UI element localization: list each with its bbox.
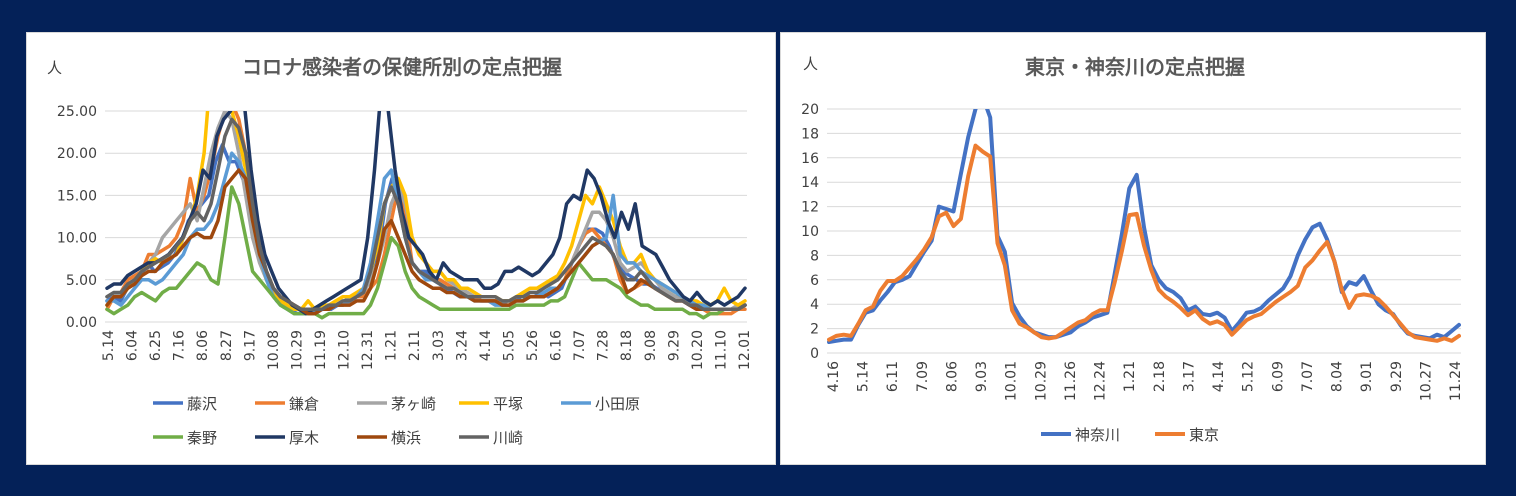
y-tick-label: 6: [810, 273, 819, 289]
y-tick-label: 20.00: [57, 146, 97, 162]
y-tick-label: 0.00: [66, 315, 97, 331]
y-tick-label: 15.00: [57, 188, 97, 204]
x-tick-label: 2.11: [407, 330, 423, 361]
x-tick-label: 6.09: [1270, 361, 1286, 392]
series-line-秦野: [105, 185, 747, 320]
y-tick-label: 10: [801, 224, 819, 240]
x-tick-label: 7.09: [915, 361, 931, 392]
series-group: [105, 111, 747, 320]
x-tick-label: 4.16: [826, 361, 842, 392]
x-tick-label: 6.16: [549, 330, 565, 361]
y-unit-label: 人: [47, 59, 62, 77]
legend-label: 平塚: [493, 395, 523, 413]
legend-label: 横浜: [391, 429, 421, 447]
legend-label: 神奈川: [1075, 426, 1120, 444]
legend-label: 川崎: [493, 429, 523, 447]
legend-label: 茅ヶ崎: [391, 395, 436, 413]
x-tick-label: 5.12: [1241, 361, 1257, 392]
x-tick-label: 12.10: [337, 330, 353, 370]
x-tick-label: 6.11: [885, 361, 901, 392]
x-tick-label: 10.01: [1004, 361, 1020, 401]
x-tick-label: 10.29: [1033, 361, 1049, 401]
x-tick-label: 11.19: [313, 330, 329, 370]
legend-label: 鎌倉: [289, 395, 319, 413]
y-tick-label: 8: [810, 248, 819, 264]
x-tick-label: 10.29: [289, 330, 305, 370]
legend-label: 小田原: [595, 395, 640, 413]
x-tick-label: 8.27: [219, 330, 235, 361]
chart-panel-right: 人 東京・神奈川の定点把握 0 2 4 6 8 10 12 14 16 18 20 4.16 5.14 6…: [780, 32, 1486, 465]
y-tick-label: 16: [801, 151, 819, 167]
series-line-横浜: [105, 168, 747, 316]
y-tick-label: 0: [810, 346, 819, 362]
x-tick-label: 7.16: [172, 330, 188, 361]
chart-left-svg: 人 コロナ感染者の保健所別の定点把握 0.00 5.00 10.00 15.00 20.…: [47, 55, 753, 447]
legend-label: 秦野: [187, 429, 217, 447]
x-tick-label: 10.20: [690, 330, 706, 370]
series-line-小田原: [105, 151, 747, 316]
x-tick-label: 2.18: [1152, 361, 1168, 392]
x-tick-label: 6.25: [148, 330, 164, 361]
series-line-東京: [827, 143, 1461, 343]
y-tick-label: 2: [810, 322, 819, 338]
x-tick-label: 7.28: [596, 330, 612, 361]
x-tick-label: 11.26: [1063, 361, 1079, 401]
y-tick-label: 4: [810, 297, 819, 313]
x-tick-label: 3.24: [454, 330, 470, 361]
x-tick-label: 12.31: [360, 330, 376, 370]
y-tick-label: 5.00: [66, 273, 97, 289]
chart-title: コロナ感染者の保健所別の定点把握: [242, 55, 562, 79]
legend-label: 藤沢: [187, 395, 217, 413]
x-tick-label: 8.18: [619, 330, 635, 361]
x-tick-label: 8.06: [195, 330, 211, 361]
x-tick-label: 4.14: [1211, 361, 1227, 392]
x-tick-label: 11.10: [713, 330, 729, 370]
x-tick-label: 8.04: [1330, 361, 1346, 392]
x-tick-label: 5.14: [856, 361, 872, 392]
x-tick-label: 7.07: [1300, 361, 1316, 392]
x-tick-label: 7.07: [572, 330, 588, 361]
legend-label: 厚木: [289, 429, 319, 447]
x-tick-label: 5.26: [525, 330, 541, 361]
series-line-川崎: [105, 117, 747, 312]
x-tick-label: 9.01: [1359, 361, 1375, 392]
y-tick-label: 25.00: [57, 104, 97, 120]
x-tick-label: 5.14: [101, 330, 117, 361]
x-tick-label: 1.21: [384, 330, 400, 361]
x-tick-label: 9.03: [974, 361, 990, 392]
y-tick-label: 10.00: [57, 231, 97, 247]
chart-title: 東京・神奈川の定点把握: [1025, 55, 1245, 79]
x-tick-label: 12.24: [1093, 361, 1109, 401]
x-tick-label: 6.04: [125, 330, 141, 361]
y-tick-label: 20: [801, 102, 819, 118]
y-tick-label: 14: [801, 175, 819, 191]
x-tick-label: 5.05: [501, 330, 517, 361]
x-tick-label: 3.17: [1181, 361, 1197, 392]
y-tick-label: 18: [801, 126, 819, 142]
x-tick-label: 12.01: [737, 330, 753, 370]
x-tick-label: 8.06: [944, 361, 960, 392]
x-tick-label: 4.14: [478, 330, 494, 361]
x-tick-label: 10.27: [1418, 361, 1434, 401]
x-tick-label: 1.21: [1122, 361, 1138, 392]
chart-panel-left: 人 コロナ感染者の保健所別の定点把握 0.00 5.00 10.00 15.00 20.…: [26, 32, 776, 465]
x-tick-label: 9.17: [242, 330, 258, 361]
x-tick-label: 9.29: [666, 330, 682, 361]
y-unit-label: 人: [803, 55, 818, 73]
chart-right-svg: 人 東京・神奈川の定点把握 0 2 4 6 8 10 12 14 16 18 20 4.16 5.14 6…: [801, 55, 1464, 444]
series-group: [827, 109, 1461, 344]
x-tick-label: 3.03: [431, 330, 447, 361]
x-tick-label: 11.24: [1448, 361, 1464, 401]
x-tick-label: 9.29: [1389, 361, 1405, 392]
legend-label: 東京: [1189, 426, 1219, 444]
x-tick-label: 9.08: [643, 330, 659, 361]
x-tick-label: 10.08: [266, 330, 282, 370]
series-line-厚木: [105, 111, 747, 316]
y-tick-label: 12: [801, 200, 819, 216]
